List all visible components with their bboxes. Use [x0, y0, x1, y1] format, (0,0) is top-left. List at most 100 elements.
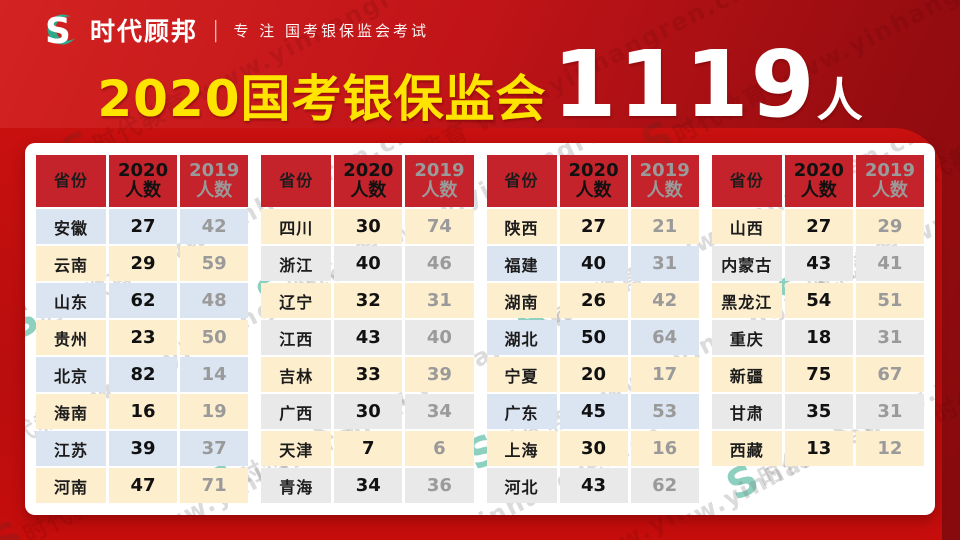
column-header-province: 省份	[486, 155, 557, 207]
province-cell: 广西	[261, 394, 332, 429]
count-2019-cell: 42	[630, 283, 699, 318]
province-cell: 海南	[36, 394, 106, 429]
table-row: 山西 27 29	[711, 209, 924, 244]
table-row: 广西 30 34	[261, 394, 474, 429]
count-2020-cell: 16	[109, 394, 178, 429]
count-2020-cell: 18	[784, 320, 853, 355]
table-row: 江西 43 40	[261, 320, 474, 355]
count-2019-cell: 71	[180, 468, 249, 503]
count-2019-cell: 14	[180, 357, 249, 392]
count-2020-cell: 47	[109, 468, 178, 503]
column-header-2020: 2020 人数	[559, 155, 628, 207]
count-2020-cell: 27	[559, 209, 628, 244]
province-cell: 河北	[486, 468, 557, 503]
column-header-2019: 2019 人数	[405, 155, 474, 207]
table-row: 安徽 27 42	[36, 209, 249, 244]
province-cell: 青海	[261, 468, 332, 503]
table-row: 新疆 75 67	[711, 357, 924, 392]
brand-name: 时代顾邦	[90, 17, 199, 46]
province-cell: 江西	[261, 320, 332, 355]
count-2020-cell: 43	[784, 246, 853, 281]
province-cell: 江苏	[36, 431, 106, 466]
count-2019-cell: 46	[405, 246, 474, 281]
count-2020-cell: 27	[784, 209, 853, 244]
count-2019-cell: 51	[855, 283, 924, 318]
province-cell: 新疆	[711, 357, 782, 392]
count-2020-cell: 40	[559, 246, 628, 281]
table-row: 内蒙古 43 41	[711, 246, 924, 281]
count-2020-cell: 34	[334, 468, 403, 503]
province-cell: 云南	[36, 246, 106, 281]
province-cell: 安徽	[36, 209, 106, 244]
count-2020-cell: 40	[334, 246, 403, 281]
table-row: 天津 7 6	[261, 431, 474, 466]
province-cell: 湖北	[486, 320, 557, 355]
column-header-2019: 2019 人数	[855, 155, 924, 207]
table-row: 陕西 27 21	[486, 209, 699, 244]
column-header-province: 省份	[261, 155, 332, 207]
count-2019-cell: 53	[630, 394, 699, 429]
count-2019-cell: 34	[405, 394, 474, 429]
count-2020-cell: 7	[334, 431, 403, 466]
province-table-4: 省份 2020 人数 2019 人数 山西 27 29 内蒙古 43 41 黑龙江 54 51 重庆 18 31…	[711, 155, 924, 507]
table-row: 浙江 40 46	[261, 246, 474, 281]
count-2020-cell: 39	[109, 431, 178, 466]
table-row: 吉林 33 39	[261, 357, 474, 392]
table-header-row: 省份 2020 人数 2019 人数	[711, 155, 924, 207]
count-2020-cell: 75	[784, 357, 853, 392]
count-2019-cell: 29	[855, 209, 924, 244]
count-2019-cell: 59	[180, 246, 249, 281]
table-row: 山东 62 48	[36, 283, 249, 318]
province-cell: 福建	[486, 246, 557, 281]
table-header-row: 省份 2020 人数 2019 人数	[261, 155, 474, 207]
province-cell: 山东	[36, 283, 106, 318]
count-2019-cell: 19	[180, 394, 249, 429]
table-row: 宁夏 20 17	[486, 357, 699, 392]
province-cell: 西藏	[711, 431, 782, 466]
count-2020-cell: 20	[559, 357, 628, 392]
province-cell: 黑龙江	[711, 283, 782, 318]
topbar-divider: |	[212, 17, 220, 43]
table-row: 重庆 18 31	[711, 320, 924, 355]
column-header-province: 省份	[36, 155, 106, 207]
province-cell: 吉林	[261, 357, 332, 392]
title-unit: 人	[816, 73, 863, 127]
count-2019-cell: 16	[630, 431, 699, 466]
count-2020-cell: 82	[109, 357, 178, 392]
count-2019-cell: 31	[405, 283, 474, 318]
province-cell: 重庆	[711, 320, 782, 355]
table-row: 四川 30 74	[261, 209, 474, 244]
count-2019-cell: 36	[405, 468, 474, 503]
province-cell: 宁夏	[486, 357, 557, 392]
count-2019-cell: 17	[630, 357, 699, 392]
province-cell: 北京	[36, 357, 106, 392]
table-row: 辽宁 32 31	[261, 283, 474, 318]
count-2019-cell: 6	[405, 431, 474, 466]
table-row: 福建 40 31	[486, 246, 699, 281]
count-2019-cell: 48	[180, 283, 249, 318]
count-2019-cell: 31	[855, 320, 924, 355]
count-2020-cell: 43	[334, 320, 403, 355]
table-row: 江苏 39 37	[36, 431, 249, 466]
province-cell: 陕西	[486, 209, 557, 244]
count-2020-cell: 50	[559, 320, 628, 355]
province-cell: 甘肃	[711, 394, 782, 429]
table-header-row: 省份 2020 人数 2019 人数	[486, 155, 699, 207]
count-2020-cell: 43	[559, 468, 628, 503]
province-cell: 湖南	[486, 283, 557, 318]
count-2020-cell: 13	[784, 431, 853, 466]
count-2019-cell: 62	[630, 468, 699, 503]
count-2019-cell: 39	[405, 357, 474, 392]
table-row: 北京 82 14	[36, 357, 249, 392]
count-2019-cell: 21	[630, 209, 699, 244]
count-2019-cell: 31	[855, 394, 924, 429]
tables-grid: 省份 2020 人数 2019 人数 安徽 27 42 云南 29 59 山东 62 48 贵州 23 50 北京…	[36, 155, 924, 507]
province-cell: 山西	[711, 209, 782, 244]
count-2019-cell: 42	[180, 209, 249, 244]
count-2020-cell: 27	[109, 209, 178, 244]
count-2020-cell: 32	[334, 283, 403, 318]
brand-logo-icon: S	[45, 11, 75, 50]
count-2020-cell: 26	[559, 283, 628, 318]
province-table-3: 省份 2020 人数 2019 人数 陕西 27 21 福建 40 31 湖南 26 42 湖北 50 64 宁夏…	[486, 155, 699, 507]
